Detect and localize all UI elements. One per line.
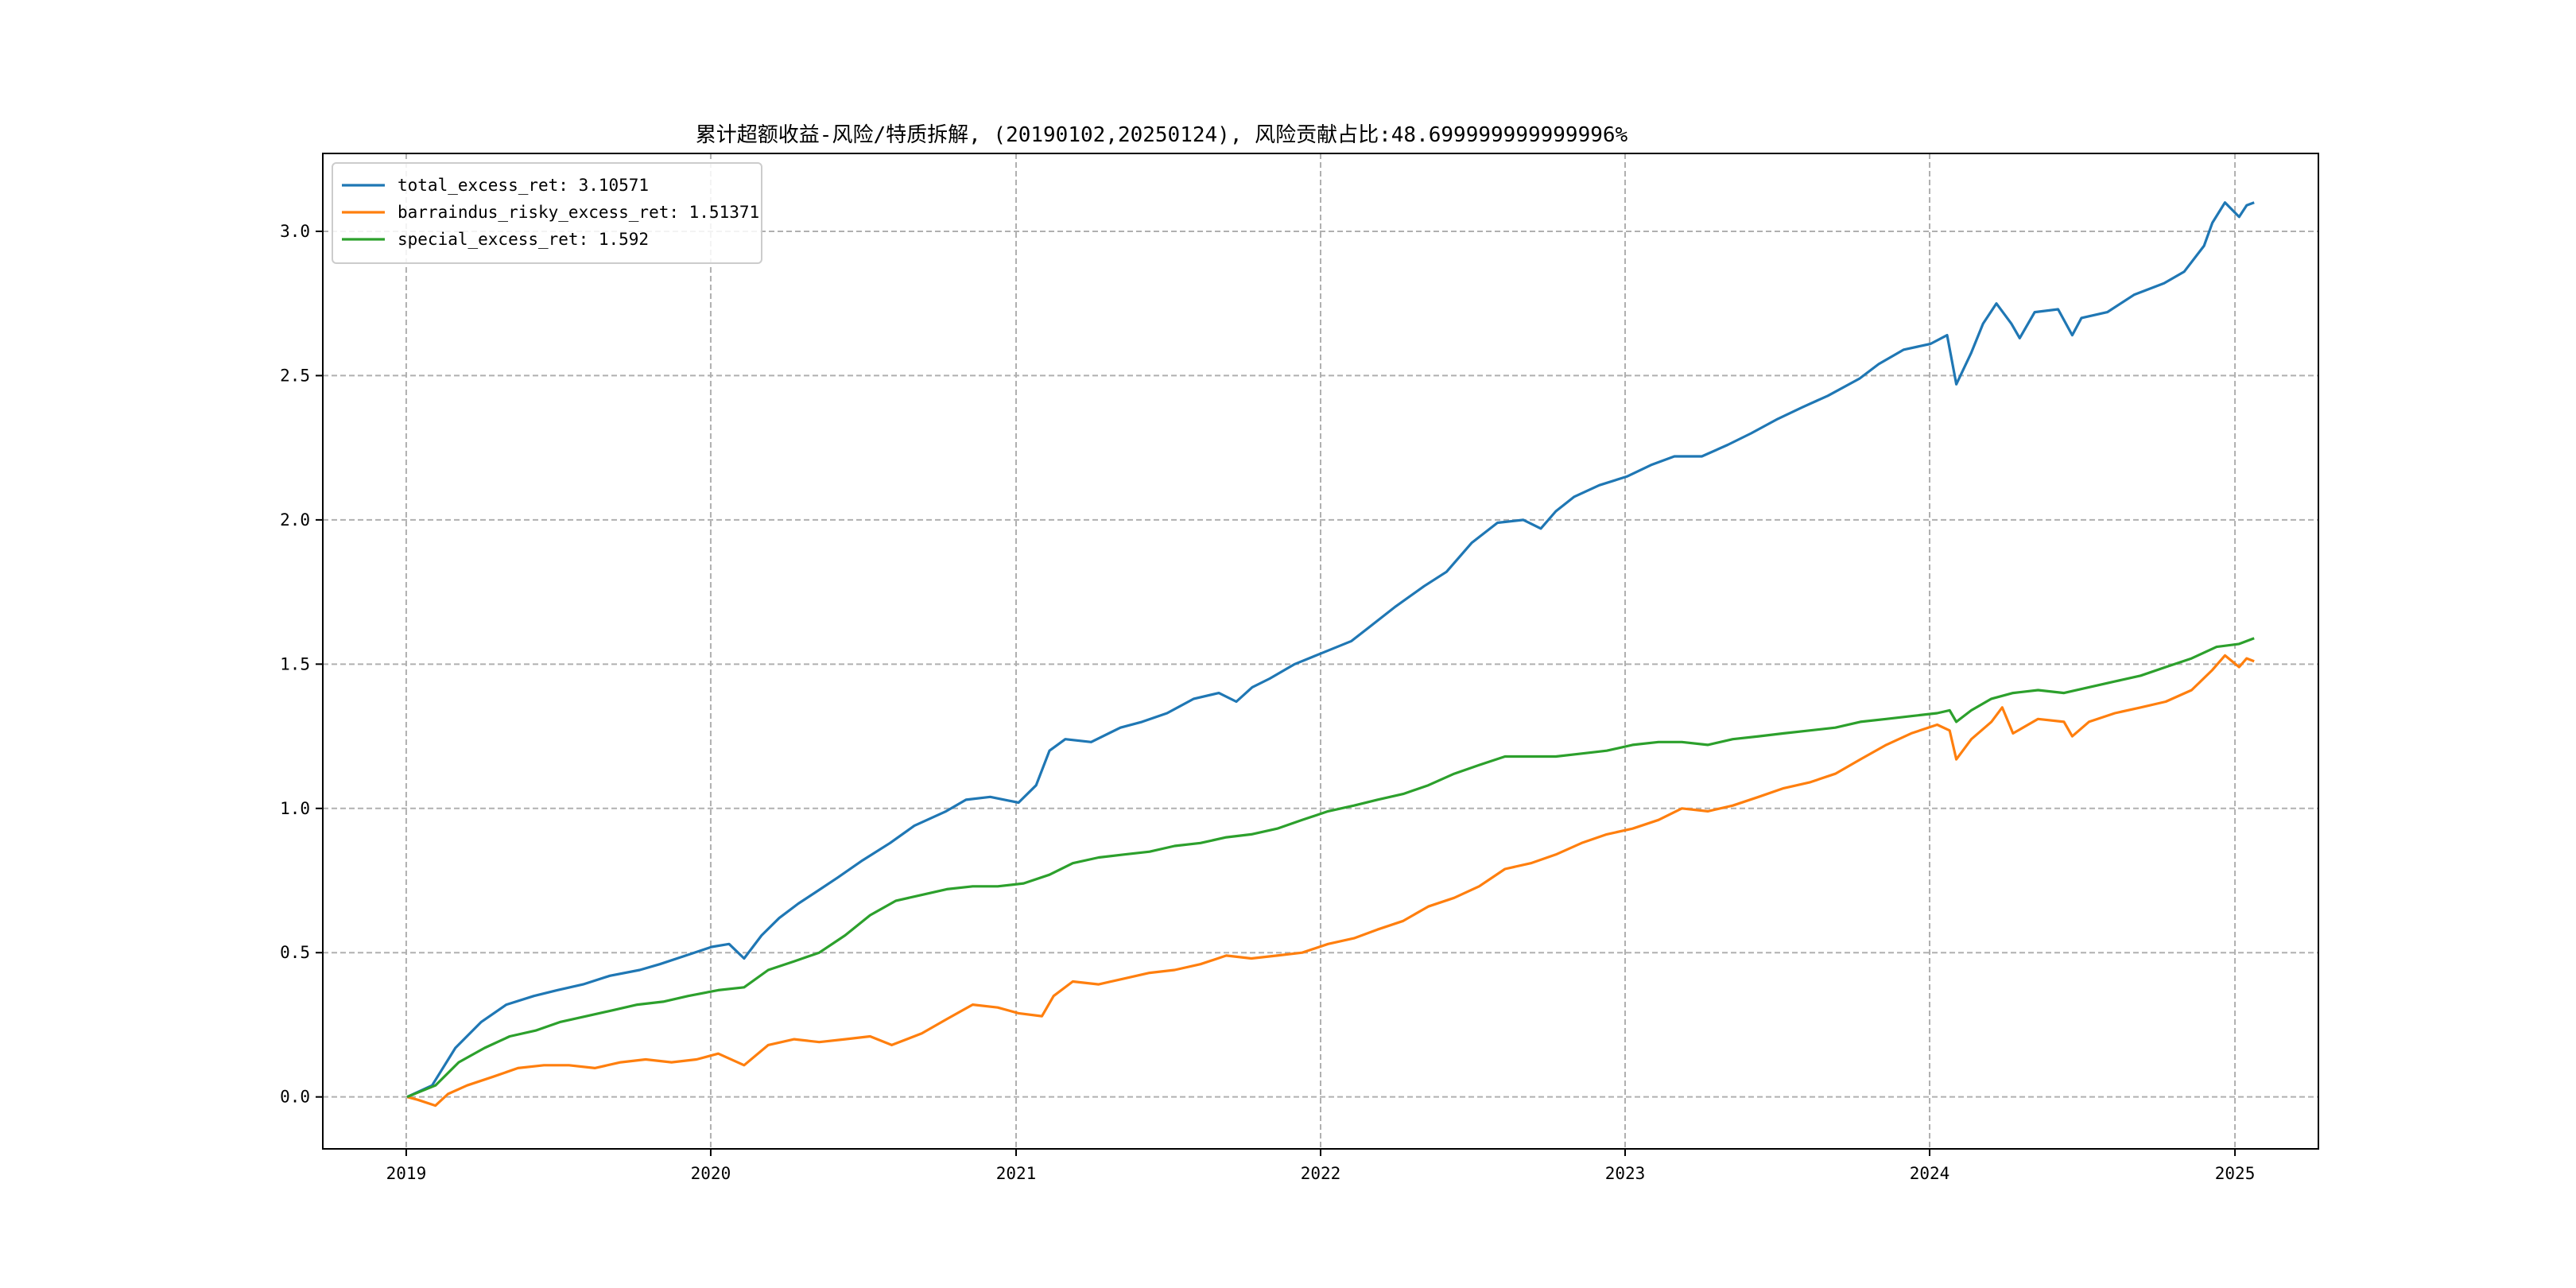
x-tick-label: 2019 xyxy=(386,1164,427,1183)
y-tick-label: 2.5 xyxy=(280,366,310,385)
axes: 2019 2020 2021 2022 2023 2024 2025 0.0 0.5 1.0 1.5… xyxy=(280,222,2255,1183)
series-line-barraindus_risky_excess_ret xyxy=(406,654,2255,1108)
legend-box xyxy=(332,162,762,264)
x-tick-label: 2021 xyxy=(996,1164,1037,1183)
y-tick-label: 1.0 xyxy=(280,799,310,818)
y-tick-label: 0.5 xyxy=(280,943,310,962)
series-lines xyxy=(406,201,2255,1108)
y-tick-label: 3.0 xyxy=(280,222,310,241)
legend-label: total_excess_ret: 3.10571 xyxy=(398,176,649,195)
grid xyxy=(323,153,2318,1149)
x-tick-label: 2020 xyxy=(691,1164,731,1183)
x-tick-label: 2025 xyxy=(2215,1164,2256,1183)
series-line-total_excess_ret xyxy=(406,201,2255,1099)
y-tick-label: 1.5 xyxy=(280,654,310,673)
chart-title: 累计超额收益-风险/特质拆解, (20190102,20250124), 风险贡… xyxy=(696,123,1628,147)
x-tick-label: 2023 xyxy=(1605,1164,1646,1183)
legend: total_excess_ret: 3.10571 barraindus_risk… xyxy=(332,162,762,264)
legend-label: special_excess_ret: 1.592 xyxy=(398,230,649,249)
legend-label: barraindus_risky_excess_ret: 1.51371 xyxy=(398,203,759,222)
x-tick-label: 2022 xyxy=(1301,1164,1341,1183)
y-tick-label: 2.0 xyxy=(280,510,310,530)
y-tick-label: 0.0 xyxy=(280,1088,310,1107)
series-line-special_excess_ret xyxy=(406,637,2255,1099)
x-tick-label: 2024 xyxy=(1910,1164,1950,1183)
